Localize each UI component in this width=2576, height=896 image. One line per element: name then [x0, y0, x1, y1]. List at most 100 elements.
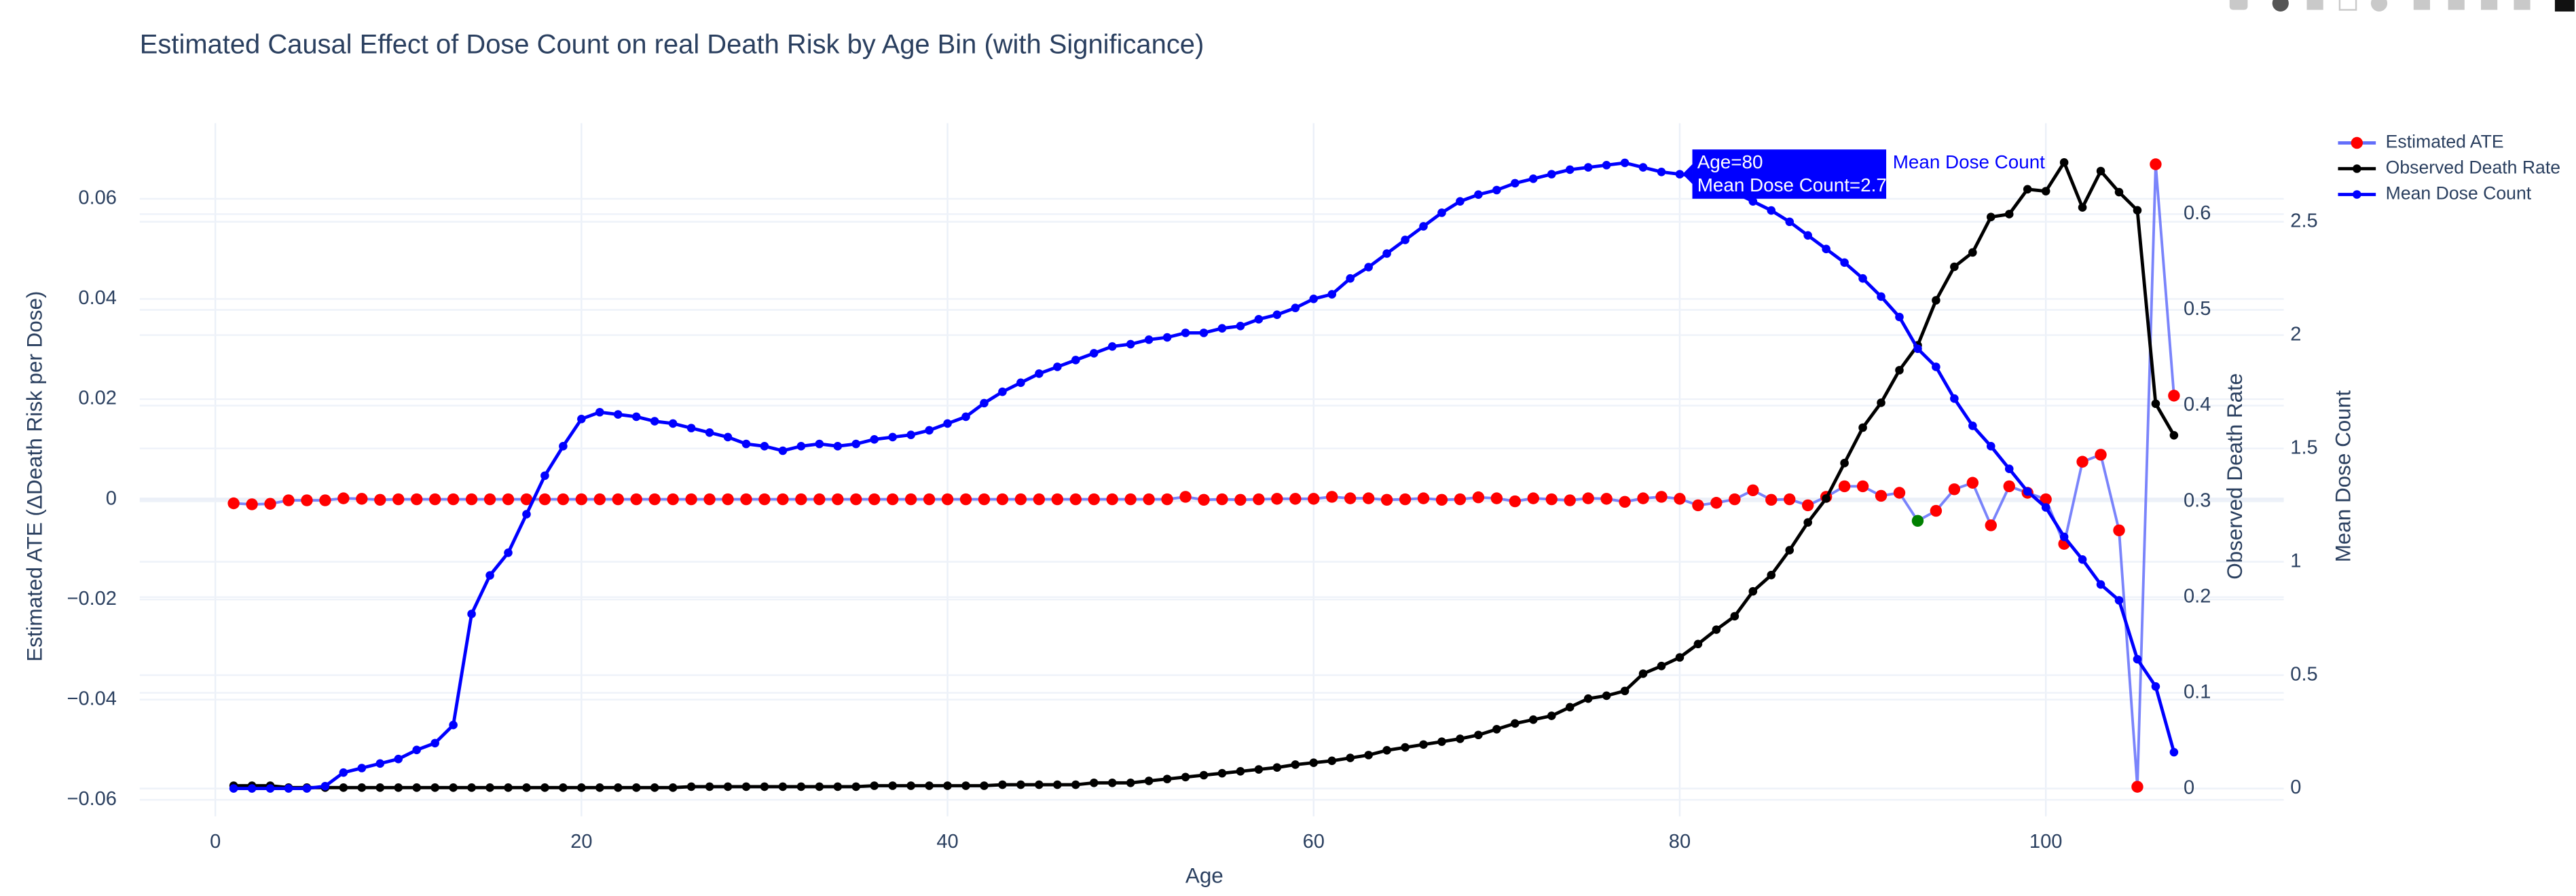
- data-point: [686, 782, 696, 791]
- data-point: [741, 439, 751, 449]
- data-point: [1107, 342, 1117, 351]
- data-point: [2151, 682, 2160, 691]
- data-point: [996, 493, 1009, 506]
- data-point: [888, 432, 897, 442]
- data-point: [1545, 493, 1558, 506]
- modebar-button[interactable]: [2514, 0, 2531, 10]
- data-point: [412, 745, 422, 755]
- legend-marker: [2353, 190, 2361, 199]
- data-point: [357, 764, 367, 772]
- data-point: [1069, 493, 1082, 506]
- modebar-button[interactable]: [2272, 0, 2289, 12]
- data-point: [375, 783, 385, 792]
- data-point: [1181, 772, 1190, 782]
- data-point: [1327, 756, 1337, 766]
- data-point: [650, 783, 659, 792]
- data-point: [1675, 170, 1685, 179]
- data-point: [1435, 493, 1448, 506]
- data-point: [1236, 322, 1245, 331]
- modebar-button[interactable]: [2229, 0, 2248, 10]
- data-point: [282, 494, 295, 506]
- data-point: [320, 781, 330, 791]
- y2-tick-label: 0.6: [2184, 202, 2211, 224]
- data-point: [1822, 494, 1830, 503]
- data-point: [1911, 515, 1924, 527]
- data-point: [723, 782, 733, 791]
- data-point: [1179, 491, 1192, 503]
- x-tick-label: 100: [2029, 831, 2062, 853]
- data-point: [2003, 480, 2015, 493]
- data-point: [760, 442, 769, 451]
- data-point: [1199, 770, 1209, 780]
- y-tick-label: 0: [106, 487, 117, 509]
- data-point: [1016, 378, 1025, 388]
- data-point: [1637, 492, 1649, 504]
- data-point: [1401, 743, 1410, 752]
- data-point: [392, 493, 405, 506]
- data-point: [1126, 778, 1135, 787]
- modebar-button[interactable]: [2370, 0, 2388, 12]
- modebar-button[interactable]: [2338, 0, 2357, 11]
- data-point: [1053, 780, 1062, 789]
- data-point: [1456, 197, 1465, 206]
- hover-box: [1692, 149, 1887, 199]
- legend-item: Mean Dose Count: [2338, 183, 2532, 204]
- data-point: [815, 439, 824, 449]
- data-point: [1346, 753, 1355, 762]
- data-point: [1437, 737, 1446, 746]
- data-point: [1014, 493, 1027, 506]
- data-point: [1620, 158, 1630, 168]
- data-point: [337, 492, 350, 504]
- data-point: [906, 430, 915, 439]
- data-point: [961, 781, 970, 790]
- data-point: [686, 424, 696, 432]
- data-point: [1528, 715, 1538, 724]
- data-point: [247, 784, 257, 793]
- data-point: [613, 410, 623, 419]
- data-point: [1490, 492, 1503, 504]
- data-point: [356, 493, 368, 505]
- legend-item: Estimated ATE: [2338, 132, 2504, 152]
- data-point: [943, 419, 952, 428]
- legend-label: Observed Death Rate: [2386, 157, 2560, 178]
- data-point: [833, 782, 843, 791]
- modebar-logo[interactable]: [2554, 0, 2575, 12]
- modebar-button[interactable]: [2448, 0, 2465, 10]
- data-point: [246, 498, 258, 510]
- data-point: [941, 493, 954, 506]
- data-point: [1675, 653, 1685, 662]
- axes: 0 20 40 60 80 100−0.06−0.04−0.0200.020.040.06…: [67, 187, 2318, 853]
- data-point: [1657, 661, 1666, 671]
- data-point: [1346, 274, 1355, 283]
- data-point: [2133, 206, 2142, 215]
- data-point: [1528, 174, 1538, 183]
- data-point: [1692, 499, 1704, 512]
- modebar-button[interactable]: [2413, 0, 2431, 10]
- data-point: [1382, 249, 1391, 258]
- y-tick-label: −0.04: [67, 688, 117, 709]
- data-point: [685, 493, 697, 506]
- modebar-button[interactable]: [2481, 0, 2498, 10]
- modebar-button[interactable]: [2306, 0, 2323, 10]
- y3-tick-label: 1.5: [2290, 436, 2317, 458]
- data-point: [777, 493, 789, 506]
- data-point: [1181, 329, 1190, 337]
- data-point: [1437, 208, 1446, 217]
- modebar[interactable]: [2229, 0, 2575, 12]
- data-point: [1856, 480, 1869, 493]
- data-point: [2023, 185, 2032, 194]
- data-point: [540, 783, 549, 792]
- data-point: [559, 783, 568, 792]
- chart-title: Estimated Causal Effect of Dose Count on…: [140, 29, 1204, 59]
- data-point: [1035, 369, 1044, 378]
- data-point: [2041, 187, 2050, 195]
- data-point: [1765, 493, 1778, 506]
- data-point: [668, 783, 678, 792]
- y2-tick-label: 0.5: [2184, 298, 2211, 320]
- data-point: [740, 493, 752, 506]
- data-point: [1217, 768, 1227, 778]
- data-point: [1838, 480, 1851, 493]
- marks: [227, 158, 2180, 793]
- data-point: [1877, 398, 1885, 407]
- data-point: [1583, 163, 1593, 172]
